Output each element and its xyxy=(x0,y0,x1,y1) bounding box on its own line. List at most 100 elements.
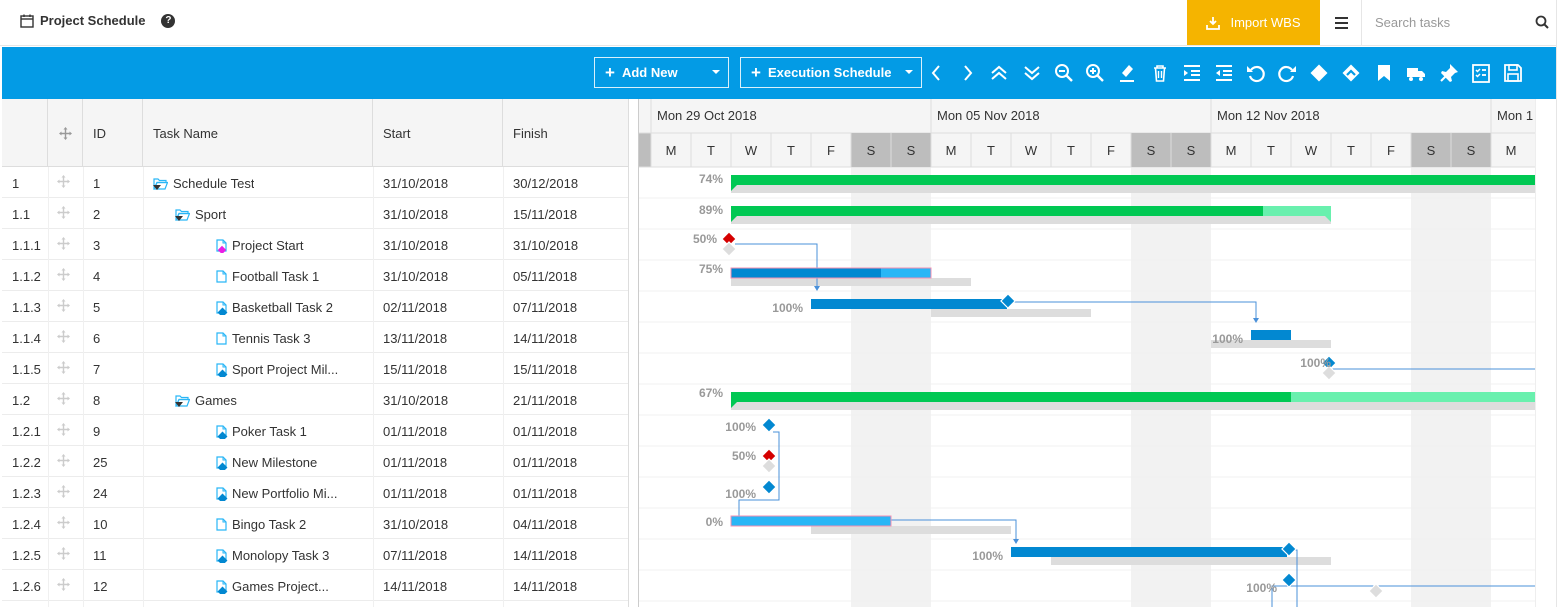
save-icon[interactable] xyxy=(1502,62,1524,84)
table-row[interactable]: 1.2.3 24 New Portfolio Mi... 01/11/2018 01/1… xyxy=(2,477,628,508)
outdent-icon[interactable] xyxy=(1213,62,1235,84)
col-start-header[interactable]: Start xyxy=(373,99,503,167)
task-name-cell[interactable]: Games xyxy=(175,393,237,408)
vertical-scrollbar[interactable] xyxy=(1535,99,1556,607)
indent-icon[interactable] xyxy=(1181,62,1203,84)
chevron-right-icon[interactable] xyxy=(956,62,978,84)
right-edge xyxy=(1556,0,1567,607)
task-name-cell[interactable]: Bingo Task 2 xyxy=(216,517,306,532)
day-label: T xyxy=(1347,143,1355,158)
baseline-bar xyxy=(931,309,1091,317)
wbs-cell: 1.1.5 xyxy=(12,362,41,377)
task-name-cell[interactable]: New Milestone xyxy=(216,455,317,470)
table-row[interactable]: 1.1.4 6 Tennis Task 3 13/11/2018 14/11/2018 xyxy=(2,322,628,353)
task-name-cell[interactable]: Monolopy Task 3 xyxy=(216,548,329,563)
summary-cap xyxy=(731,402,737,408)
id-cell: 7 xyxy=(93,362,101,377)
collapse-all-icon[interactable] xyxy=(1021,62,1043,84)
table-row[interactable]: 1.2 8 Games 31/10/2018 21/11/2018 xyxy=(2,384,628,415)
drag-handle-icon[interactable] xyxy=(57,516,70,532)
drag-handle-icon[interactable] xyxy=(57,361,70,377)
task-name-text: New Portfolio Mi... xyxy=(232,486,338,501)
task-name-cell[interactable]: Football Task 1 xyxy=(216,269,319,284)
collapse-arrow-icon[interactable] xyxy=(153,185,161,190)
zoom-out-icon[interactable] xyxy=(1053,62,1075,84)
grid-splitter[interactable] xyxy=(628,99,639,607)
col-id-header[interactable]: ID xyxy=(83,99,143,167)
drag-handle-icon[interactable] xyxy=(57,392,70,408)
drag-handle-icon[interactable] xyxy=(57,175,70,191)
dependency-link xyxy=(891,519,1017,542)
table-row[interactable]: 1.1.5 7 Sport Project Mil... 15/11/2018 15/1… xyxy=(2,353,628,384)
search-icon[interactable] xyxy=(1535,15,1549,29)
drag-handle-icon[interactable] xyxy=(57,454,70,470)
task-name-cell[interactable]: Sport xyxy=(175,207,226,222)
id-cell: 24 xyxy=(93,486,108,501)
calendar-icon xyxy=(20,14,34,28)
drag-handle-icon[interactable] xyxy=(57,299,70,315)
delete-icon[interactable] xyxy=(1149,62,1171,84)
critical-path-icon[interactable] xyxy=(1340,62,1362,84)
help-circle-icon[interactable]: ? xyxy=(161,13,176,28)
table-row[interactable]: 1.1.3 5 Basketball Task 2 02/11/2018 07/11/2… xyxy=(2,291,628,322)
truck-icon[interactable] xyxy=(1405,62,1427,84)
table-row[interactable]: 1.2.2 25 New Milestone 01/11/2018 01/11/2018 xyxy=(2,446,628,477)
collapse-arrow-icon[interactable] xyxy=(175,402,183,407)
task-list-icon[interactable] xyxy=(1470,62,1492,84)
drag-handle-icon[interactable] xyxy=(57,330,70,346)
milestone-icon[interactable] xyxy=(1308,62,1330,84)
pin-icon[interactable] xyxy=(1438,62,1460,84)
file-icon xyxy=(216,270,227,283)
task-name-cell[interactable]: Project Start xyxy=(216,238,304,253)
table-row[interactable]: 1 1 Schedule Test 31/10/2018 30/12/2018 xyxy=(2,167,628,198)
task-name-cell[interactable]: Sport Project Mil... xyxy=(216,362,338,377)
col-finish-header[interactable]: Finish xyxy=(513,125,548,141)
drag-handle-icon[interactable] xyxy=(57,578,70,594)
undo-icon[interactable] xyxy=(1245,62,1267,84)
app-title: Project Schedule ? xyxy=(20,13,176,28)
col-name-header[interactable]: Task Name xyxy=(143,99,373,167)
milestone-marker xyxy=(761,417,777,433)
drag-handle-icon[interactable] xyxy=(57,237,70,253)
drag-handle-icon[interactable] xyxy=(57,206,70,222)
zoom-in-icon[interactable] xyxy=(1084,62,1106,84)
caret-down-icon[interactable] xyxy=(905,70,913,74)
dependency-link xyxy=(1011,301,1257,321)
table-row[interactable]: 1.1.2 4 Football Task 1 31/10/2018 05/11/201… xyxy=(2,260,628,291)
table-row[interactable]: 1.1 2 Sport 31/10/2018 15/11/2018 xyxy=(2,198,628,229)
highlight-icon[interactable] xyxy=(1116,62,1138,84)
table-row[interactable]: 1.2.5 11 Monolopy Task 3 07/11/2018 14/11/20… xyxy=(2,539,628,570)
collapse-arrow-icon[interactable] xyxy=(175,216,183,221)
expand-all-icon[interactable] xyxy=(988,62,1010,84)
task-name-cell[interactable]: Poker Task 1 xyxy=(216,424,307,439)
finish-cell: 31/10/2018 xyxy=(513,238,579,253)
toolbar: + Add New + Execution Schedule xyxy=(2,47,1556,99)
finish-cell: 04/11/2018 xyxy=(513,517,578,532)
task-bar xyxy=(811,299,1007,309)
add-new-button[interactable]: + Add New xyxy=(594,57,729,88)
table-row[interactable]: 1.2.1 9 Poker Task 1 01/11/2018 01/11/2018 xyxy=(2,415,628,446)
percent-label: 50% xyxy=(732,449,756,463)
caret-down-icon[interactable] xyxy=(712,70,720,74)
execution-schedule-button[interactable]: + Execution Schedule xyxy=(740,57,922,88)
bookmark-icon[interactable] xyxy=(1373,62,1395,84)
drag-handle-icon[interactable] xyxy=(57,547,70,563)
start-cell: 31/10/2018 xyxy=(383,207,449,222)
task-name-cell[interactable]: Games Project... xyxy=(216,579,329,594)
table-row[interactable]: 1.1.1 3 Project Start 31/10/2018 31/10/2018 xyxy=(2,229,628,260)
chevron-left-icon[interactable] xyxy=(926,62,948,84)
column-divider xyxy=(373,167,374,607)
table-row[interactable]: 1.2.6 12 Games Project... 14/11/2018 14/11/2… xyxy=(2,570,628,601)
search-input[interactable] xyxy=(1362,0,1512,44)
drag-handle-icon[interactable] xyxy=(57,268,70,284)
task-name-cell[interactable]: Tennis Task 3 xyxy=(216,331,311,346)
redo-icon[interactable] xyxy=(1276,62,1298,84)
drag-handle-icon[interactable] xyxy=(57,485,70,501)
task-name-cell[interactable]: New Portfolio Mi... xyxy=(216,486,337,501)
drag-handle-icon[interactable] xyxy=(57,423,70,439)
menu-icon[interactable] xyxy=(1322,0,1360,45)
import-wbs-button[interactable]: Import WBS xyxy=(1187,0,1320,45)
task-name-cell[interactable]: Schedule Test xyxy=(153,176,254,191)
table-row[interactable]: 1.2.4 10 Bingo Task 2 31/10/2018 04/11/2018 xyxy=(2,508,628,539)
task-name-cell[interactable]: Basketball Task 2 xyxy=(216,300,333,315)
